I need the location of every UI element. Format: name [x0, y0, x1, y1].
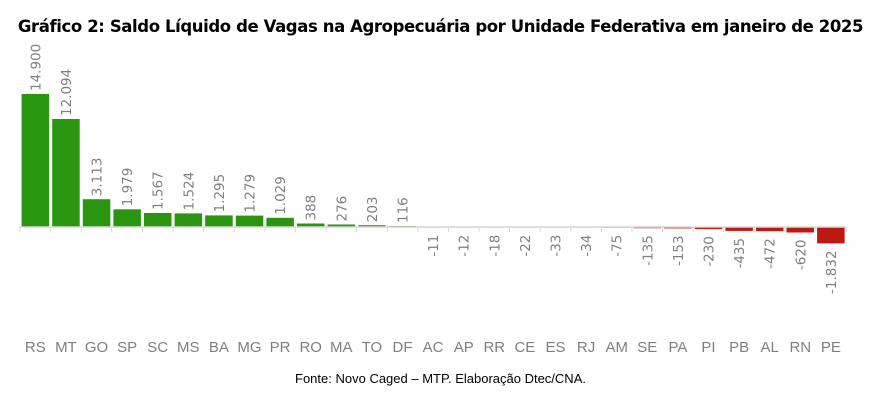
value-label: -18 — [487, 235, 503, 257]
bar-mg — [235, 215, 264, 227]
category-label: RJ — [577, 339, 595, 356]
category-label: MT — [55, 339, 77, 356]
bar-sp — [113, 209, 141, 227]
value-label: 1.295 — [212, 174, 228, 213]
category-label: AC — [423, 339, 444, 356]
category-label: RR — [483, 339, 505, 356]
category-label: DF — [393, 339, 413, 356]
category-label: BA — [209, 339, 229, 356]
bar-pi — [694, 227, 723, 230]
category-label: AP — [454, 339, 474, 356]
bar-go — [82, 199, 111, 227]
value-label: 1.979 — [120, 168, 136, 207]
bar-pe — [817, 227, 845, 244]
value-label: 12.094 — [59, 69, 75, 116]
category-label: PB — [729, 339, 749, 356]
category-label: SC — [147, 339, 168, 356]
category-label: SE — [637, 339, 657, 356]
category-label: AM — [605, 339, 628, 356]
value-label: -12 — [457, 235, 473, 257]
value-label: -472 — [763, 238, 779, 269]
category-label: ES — [545, 339, 565, 356]
value-label: -1.832 — [824, 250, 840, 294]
bar-pb — [725, 227, 753, 231]
value-label: 1.567 — [151, 171, 167, 210]
bar-to — [358, 225, 386, 227]
value-label: -135 — [640, 235, 656, 266]
value-label: 276 — [334, 196, 350, 222]
value-label: 1.279 — [243, 174, 259, 213]
category-label: MS — [177, 339, 200, 356]
value-label: -75 — [610, 235, 626, 257]
value-label: 116 — [396, 197, 412, 223]
category-label: PI — [701, 339, 715, 356]
category-label: RO — [299, 339, 322, 356]
bar-rn — [786, 227, 814, 233]
bar-ms — [174, 213, 203, 227]
value-label: -435 — [732, 238, 748, 269]
category-label: SP — [117, 339, 137, 356]
category-label: AL — [761, 339, 779, 356]
value-label: -34 — [579, 235, 595, 257]
bar-ma — [327, 224, 356, 227]
value-label: -153 — [671, 235, 687, 266]
bar-pr — [266, 217, 294, 227]
value-label: 203 — [365, 196, 381, 222]
value-label: -620 — [793, 240, 809, 271]
value-label: -230 — [702, 236, 718, 267]
category-label: MG — [237, 339, 261, 356]
category-label: PR — [270, 339, 291, 356]
bar-mt — [52, 119, 80, 227]
value-label: 1.524 — [181, 172, 197, 211]
bar-ba — [205, 215, 233, 227]
category-label: CE — [514, 339, 535, 356]
value-label: 3.113 — [90, 158, 106, 197]
chart-source: Fonte: Novo Caged – MTP. Elaboração Dtec… — [295, 371, 586, 386]
value-label: 388 — [304, 195, 320, 221]
category-label: RN — [789, 339, 811, 356]
category-label: PA — [668, 339, 687, 356]
chart-title: Gráfico 2: Saldo Líquido de Vagas na Agr… — [17, 17, 864, 36]
bar-al — [756, 227, 784, 232]
value-label: 1.029 — [273, 176, 289, 215]
category-label: PE — [821, 339, 841, 356]
bar-ro — [297, 223, 325, 227]
bar-sc — [144, 213, 172, 227]
category-label: MA — [330, 339, 353, 356]
value-label: -11 — [426, 235, 442, 257]
category-label: TO — [362, 339, 383, 356]
value-label: -22 — [518, 235, 534, 257]
value-label: -33 — [549, 235, 565, 257]
category-label: RS — [25, 339, 46, 356]
bar-rs — [21, 94, 50, 227]
value-label: 14.900 — [28, 44, 44, 91]
category-label: GO — [85, 339, 108, 356]
